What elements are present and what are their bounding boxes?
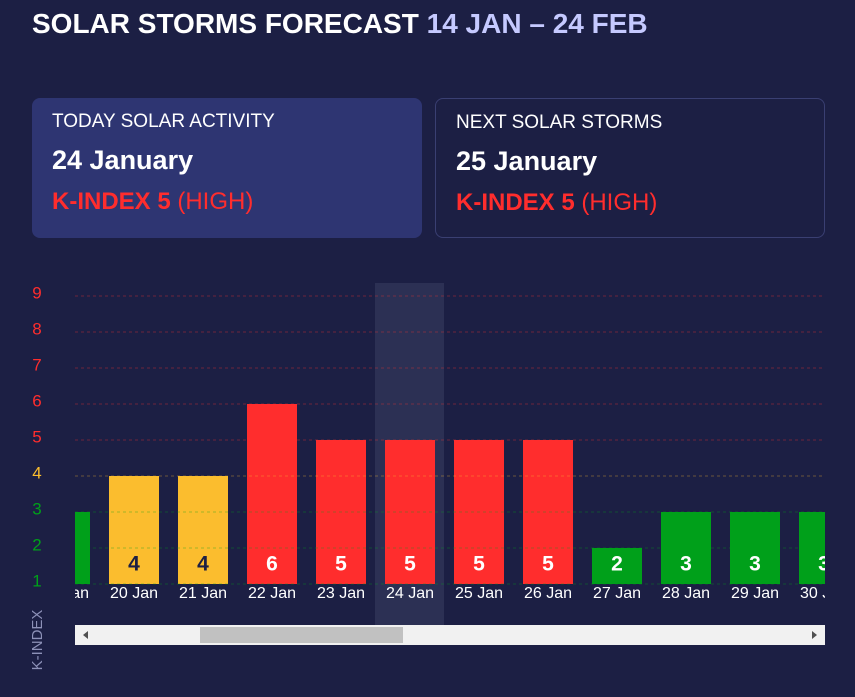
y-tick-label: 9 xyxy=(32,283,41,302)
y-axis-label: K-INDEX xyxy=(29,610,46,671)
value-label: 4 xyxy=(128,553,140,576)
card-label: TODAY SOLAR ACTIVITY xyxy=(52,111,275,132)
x-tick-label: 26 Jan xyxy=(524,585,572,602)
bar xyxy=(661,512,711,584)
bar xyxy=(454,440,504,584)
x-tick-label: 29 Jan xyxy=(731,585,779,602)
bar xyxy=(523,440,573,584)
bar xyxy=(75,512,90,584)
card-date: 25 January xyxy=(456,146,598,176)
bar xyxy=(247,404,297,584)
x-tick-label: 25 Jan xyxy=(455,585,503,602)
y-tick-label: 8 xyxy=(32,319,41,338)
y-tick-label: 1 xyxy=(32,571,41,590)
card-label: NEXT SOLAR STORMS xyxy=(456,112,663,133)
value-label: 3 xyxy=(59,553,71,576)
scrollbar[interactable] xyxy=(75,625,825,645)
next-card: NEXT SOLAR STORMS 25 January K-INDEX 5 (… xyxy=(435,98,825,238)
x-tick-label: 28 Jan xyxy=(662,585,710,602)
k-level: (HIGH) xyxy=(581,189,658,216)
plot-area: 3 19 Jan 4 20 Jan 4 21 Jan 6 22 Jan 5 23 Jan 5 24 J… xyxy=(41,404,848,602)
x-tick-label: 20 Jan xyxy=(110,585,158,602)
value-label: 3 xyxy=(680,553,692,576)
title-text: SOLAR STORMS FORECAST xyxy=(32,8,419,39)
value-label: 5 xyxy=(473,553,485,576)
y-tick-label: 6 xyxy=(32,391,41,410)
value-label: 6 xyxy=(266,553,278,576)
bar xyxy=(178,476,228,584)
page-title: SOLAR STORMS FORECAST 14 JAN – 24 FEB xyxy=(32,8,648,40)
scroll-track[interactable] xyxy=(75,625,825,645)
x-tick-label: 27 Jan xyxy=(593,585,641,602)
card-index: K-INDEX 5 (HIGH) xyxy=(456,189,804,217)
bar xyxy=(799,512,825,584)
y-tick-label: 7 xyxy=(32,355,41,374)
y-tick-label: 4 xyxy=(32,463,41,482)
value-label: 5 xyxy=(335,553,347,576)
title-range: 14 JAN – 24 FEB xyxy=(426,8,648,39)
x-tick-label: 30 Jan xyxy=(800,585,848,602)
today-card: TODAY SOLAR ACTIVITY 24 January K-INDEX … xyxy=(32,98,422,238)
x-tick-label: 21 Jan xyxy=(179,585,227,602)
y-tick-label: 3 xyxy=(32,499,41,518)
k-index: K-INDEX 5 xyxy=(456,189,575,216)
value-label: 5 xyxy=(542,553,554,576)
k-index: K-INDEX 5 xyxy=(52,188,171,215)
y-tick-label: 5 xyxy=(32,427,41,446)
bar xyxy=(592,548,642,584)
card-index: K-INDEX 5 (HIGH) xyxy=(52,188,402,216)
value-label: 4 xyxy=(197,553,209,576)
x-tick-label: 24 Jan xyxy=(386,585,434,602)
bar xyxy=(385,440,435,584)
bar xyxy=(316,440,366,584)
y-tick-label: 2 xyxy=(32,535,41,554)
scroll-thumb[interactable] xyxy=(200,627,403,643)
bar xyxy=(730,512,780,584)
scroll-right[interactable] xyxy=(812,631,817,639)
x-tick-label: 19 Jan xyxy=(41,585,89,602)
value-label: 3 xyxy=(818,553,830,576)
card-date: 24 January xyxy=(52,145,194,175)
k-level: (HIGH) xyxy=(177,188,254,215)
x-tick-label: 22 Jan xyxy=(248,585,296,602)
x-tick-label: 23 Jan xyxy=(317,585,365,602)
value-label: 5 xyxy=(404,553,416,576)
scroll-left[interactable] xyxy=(83,631,88,639)
value-label: 2 xyxy=(611,553,623,576)
value-label: 3 xyxy=(749,553,761,576)
bar xyxy=(109,476,159,584)
